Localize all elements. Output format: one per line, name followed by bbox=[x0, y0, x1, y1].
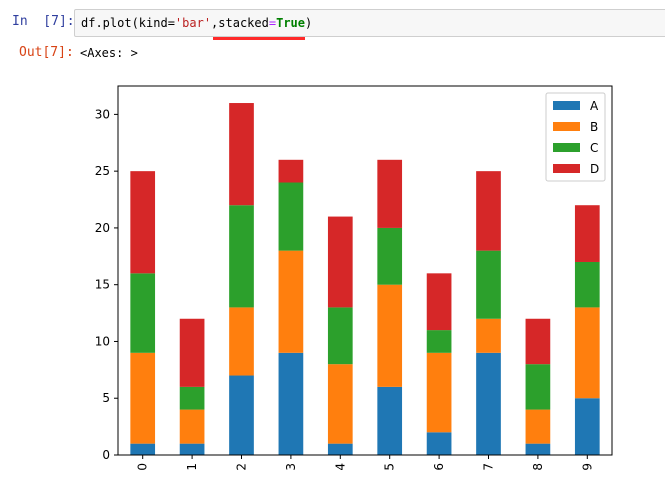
bar-A-4 bbox=[327, 443, 353, 455]
x-tick-label-3: 3 bbox=[284, 463, 298, 471]
bar-C-6 bbox=[426, 330, 452, 353]
legend-box bbox=[545, 92, 606, 182]
legend-swatch-B bbox=[553, 122, 580, 131]
x-tick-label-0: 0 bbox=[136, 463, 150, 471]
bar-C-9 bbox=[574, 261, 600, 308]
x-tick-label-8: 8 bbox=[531, 463, 545, 471]
bar-A-0 bbox=[130, 443, 156, 455]
input-prompt: In [7]: bbox=[12, 14, 75, 29]
bar-D-0 bbox=[130, 171, 156, 274]
bar-D-5 bbox=[377, 159, 403, 228]
code-token-call: df.plot(kind= bbox=[81, 16, 175, 30]
bar-B-3 bbox=[278, 250, 304, 353]
y-tick-label-15: 15 bbox=[95, 278, 110, 292]
y-tick-label-25: 25 bbox=[95, 164, 110, 178]
y-tick-label-10: 10 bbox=[95, 334, 110, 348]
code-token-true: True bbox=[276, 16, 305, 30]
x-tick-label-4: 4 bbox=[333, 463, 347, 471]
y-tick-label-0: 0 bbox=[102, 448, 110, 462]
bar-D-3 bbox=[278, 159, 304, 183]
legend-label-A: A bbox=[590, 99, 599, 113]
bar-D-9 bbox=[574, 205, 600, 262]
bar-B-2 bbox=[229, 307, 254, 376]
code-token-close-paren: ) bbox=[305, 16, 313, 30]
bar-D-7 bbox=[476, 171, 501, 251]
bar-C-2 bbox=[229, 205, 254, 308]
x-tick-label-9: 9 bbox=[580, 463, 594, 471]
bar-B-4 bbox=[327, 364, 353, 444]
legend-swatch-C bbox=[553, 143, 580, 152]
x-tick-label-2: 2 bbox=[235, 463, 249, 471]
bar-D-1 bbox=[179, 318, 205, 387]
x-tick-label-1: 1 bbox=[185, 463, 199, 471]
y-tick-label-20: 20 bbox=[95, 221, 110, 235]
bar-C-1 bbox=[179, 386, 205, 410]
bar-A-3 bbox=[278, 352, 304, 455]
bar-C-4 bbox=[327, 307, 353, 365]
bar-A-2 bbox=[229, 375, 254, 455]
bar-A-6 bbox=[426, 432, 452, 455]
bar-A-8 bbox=[525, 443, 551, 455]
legend-label-D: D bbox=[590, 162, 599, 176]
bar-C-7 bbox=[476, 250, 501, 319]
bar-B-8 bbox=[525, 409, 551, 444]
code-token-kwarg: stacked bbox=[218, 16, 269, 30]
red-underline-annotation bbox=[213, 37, 305, 40]
code-token-comma: , bbox=[211, 16, 219, 30]
bar-B-5 bbox=[377, 284, 403, 387]
bar-D-4 bbox=[327, 216, 353, 308]
y-tick-label-30: 30 bbox=[95, 107, 110, 121]
bar-B-7 bbox=[476, 318, 501, 353]
x-tick-label-5: 5 bbox=[383, 463, 397, 471]
legend-swatch-D bbox=[553, 164, 580, 173]
legend-label-B: B bbox=[590, 120, 598, 134]
bar-B-0 bbox=[130, 352, 156, 444]
bar-C-3 bbox=[278, 182, 304, 251]
y-tick-label-5: 5 bbox=[102, 391, 110, 405]
bar-D-8 bbox=[525, 318, 551, 365]
bar-C-8 bbox=[525, 364, 551, 410]
x-tick-label-7: 7 bbox=[482, 463, 496, 471]
output-text: <Axes: > bbox=[80, 46, 138, 60]
bar-D-6 bbox=[426, 273, 452, 331]
bar-A-9 bbox=[574, 398, 600, 455]
bar-B-6 bbox=[426, 352, 452, 433]
legend-label-C: C bbox=[590, 141, 598, 155]
bar-C-0 bbox=[130, 273, 156, 353]
bar-B-1 bbox=[179, 409, 205, 444]
code-token-string: 'bar' bbox=[174, 16, 212, 30]
bar-A-1 bbox=[179, 443, 205, 455]
input-cell[interactable]: In [7]: df.plot(kind='bar',stacked=True) bbox=[0, 0, 665, 44]
bar-D-2 bbox=[229, 103, 254, 206]
bar-A-7 bbox=[476, 352, 501, 455]
code-line: df.plot(kind='bar',stacked=True) bbox=[81, 16, 312, 30]
bar-C-5 bbox=[377, 227, 403, 285]
bar-B-9 bbox=[574, 307, 600, 399]
x-tick-label-6: 6 bbox=[432, 463, 446, 471]
output-prompt: Out[7]: bbox=[19, 45, 74, 60]
bar-A-5 bbox=[377, 386, 403, 455]
plot-frame bbox=[117, 85, 613, 456]
legend-swatch-A bbox=[553, 101, 580, 110]
code-editor[interactable]: df.plot(kind='bar',stacked=True) bbox=[74, 9, 665, 37]
code-token-equals: = bbox=[268, 16, 277, 30]
